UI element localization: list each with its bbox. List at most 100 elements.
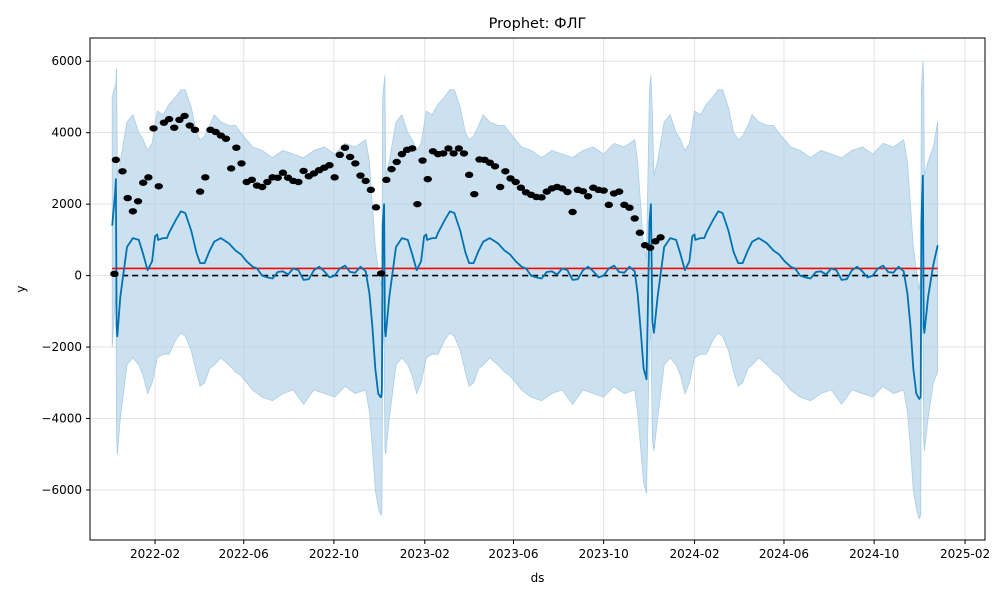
observed-point — [490, 163, 500, 170]
observed-point — [604, 201, 614, 209]
x-tick-label: 2024-10 — [849, 547, 899, 561]
forecast-line — [111, 174, 939, 400]
y-axis-label: y — [14, 285, 28, 292]
observed-point — [294, 178, 303, 186]
x-tick-label: 2024-02 — [669, 547, 719, 561]
forecast-series — [111, 174, 939, 400]
observed-point — [110, 270, 119, 278]
observed-point — [387, 165, 396, 173]
observed-point — [651, 238, 660, 245]
observed-point — [325, 161, 334, 169]
observed-point — [351, 160, 360, 167]
observed-point — [232, 144, 241, 151]
observed-point — [449, 150, 458, 157]
observed-point — [180, 112, 189, 120]
observed-point — [392, 158, 401, 166]
observed-point — [516, 184, 526, 191]
observed-point — [563, 188, 572, 196]
observed-point — [459, 150, 469, 157]
observed-point — [366, 186, 376, 194]
observed-point — [625, 204, 634, 211]
observed-point — [237, 160, 246, 167]
x-tick-label: 2023-10 — [579, 547, 629, 561]
observed-point — [299, 167, 308, 175]
observed-point — [123, 194, 132, 202]
observed-point — [439, 150, 448, 157]
observed-point — [144, 174, 153, 181]
observed-point — [149, 125, 158, 132]
x-tick-label: 2022-02 — [130, 547, 180, 561]
x-tick-label: 2022-10 — [309, 547, 359, 561]
observed-point — [413, 200, 422, 208]
x-tick-label: 2022-06 — [219, 547, 269, 561]
y-tick-label: 2000 — [51, 197, 82, 211]
observed-point — [170, 124, 179, 131]
observed-point — [247, 176, 257, 184]
observed-point — [201, 174, 210, 181]
observed-point — [139, 179, 148, 186]
y-tick-label: −4000 — [41, 412, 82, 426]
observed-point — [278, 169, 288, 176]
observed-point — [397, 150, 407, 158]
observed-point — [345, 153, 355, 161]
observed-point — [263, 178, 272, 186]
y-tick-label: −6000 — [41, 483, 82, 497]
observed-point — [583, 193, 593, 200]
observed-point — [111, 156, 121, 164]
observed-point — [408, 145, 417, 152]
observed-point — [164, 115, 174, 123]
observed-point — [423, 175, 432, 183]
observed-point — [190, 126, 200, 134]
observed-point — [630, 215, 639, 222]
observed-point — [330, 174, 339, 181]
observed-point — [656, 234, 665, 241]
observed-point — [501, 168, 510, 175]
observed-point — [454, 145, 463, 152]
observed-point — [578, 188, 588, 195]
x-tick-label: 2024-06 — [759, 547, 809, 561]
observed-point — [599, 187, 608, 194]
observed-point — [614, 188, 624, 195]
observed-point — [185, 122, 194, 129]
observed-point — [154, 183, 163, 190]
uncertainty-band — [111, 61, 939, 520]
x-tick-label: 2023-02 — [400, 547, 450, 561]
observed-point — [418, 157, 427, 164]
observed-point — [340, 144, 350, 151]
x-axis-label: ds — [531, 571, 545, 585]
chart-title: Prophet: ФЛГ — [489, 16, 587, 32]
observed-point — [470, 190, 479, 198]
observed-point — [361, 177, 370, 185]
observed-point — [273, 174, 282, 181]
observed-point — [464, 171, 474, 179]
observed-point — [635, 229, 645, 236]
observed-point — [511, 178, 520, 186]
observed-point — [444, 145, 453, 152]
y-tick-label: 4000 — [51, 126, 82, 140]
observed-point — [195, 188, 205, 195]
observed-point — [175, 116, 184, 124]
y-tick-label: 0 — [74, 269, 82, 283]
y-axis-ticks: −6000 −4000 −2000 0 2000 4000 6000 — [41, 54, 90, 497]
observed-points — [110, 112, 665, 278]
observed-point — [128, 208, 138, 215]
observed-point — [495, 183, 505, 191]
observed-point — [646, 244, 655, 251]
x-tick-label: 2025-02 — [940, 547, 990, 561]
observed-point — [382, 176, 391, 184]
y-tick-label: 6000 — [51, 54, 82, 68]
observed-point — [335, 151, 345, 159]
observed-point — [568, 208, 577, 216]
observed-point — [537, 194, 546, 201]
x-axis-ticks: 2022-02 2022-06 2022-10 2023-02 2023-06 2023-… — [130, 540, 990, 561]
x-tick-label: 2023-06 — [488, 547, 538, 561]
observed-point — [221, 135, 231, 142]
plot-frame — [89, 37, 986, 541]
observed-point — [226, 165, 236, 172]
observed-point — [371, 204, 381, 211]
observed-point — [118, 168, 127, 175]
observed-point — [376, 270, 386, 277]
y-tick-label: −2000 — [41, 340, 82, 354]
observed-point — [356, 172, 365, 179]
